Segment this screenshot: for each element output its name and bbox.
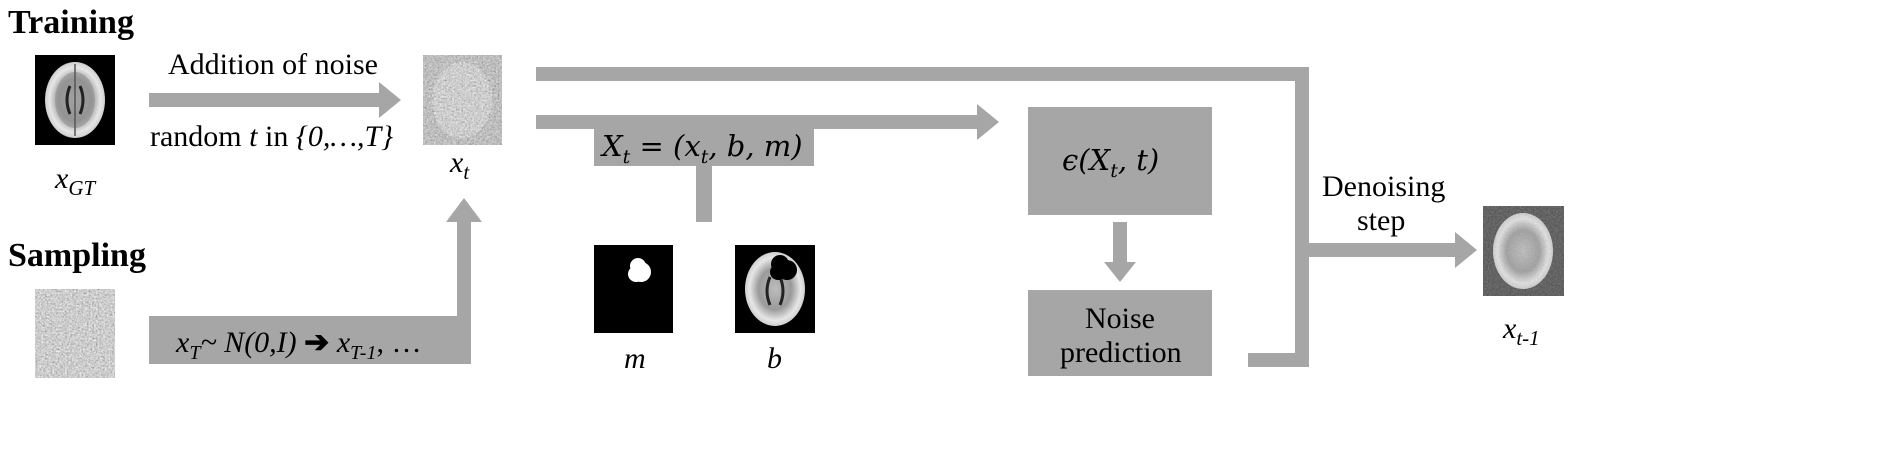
x-t-caption: xt bbox=[449, 146, 470, 184]
denoising-label-line2: step bbox=[1357, 204, 1405, 237]
model-epsilon: ϵ(Xt, t) bbox=[1062, 143, 1159, 182]
gaussian-noise-image bbox=[35, 289, 115, 378]
noise-addition-arrow bbox=[149, 82, 401, 118]
random-t-label: random t in {0,…,T} bbox=[150, 120, 393, 153]
b-caption: b bbox=[767, 342, 782, 375]
denoising-label-line1: Denoising bbox=[1322, 170, 1445, 203]
x-gt-caption: xGT bbox=[54, 162, 96, 200]
noise-prediction-line2: prediction bbox=[1060, 336, 1182, 369]
tumor-mask-image bbox=[594, 245, 673, 333]
noise-addition-label: Addition of noise bbox=[168, 48, 378, 81]
x-t-minus-1-caption: xt-1 bbox=[1502, 312, 1540, 350]
noise-prediction-line1: Noise bbox=[1085, 302, 1155, 335]
training-heading: Training bbox=[8, 4, 134, 41]
m-caption: m bbox=[624, 342, 646, 375]
denoised-brain-image bbox=[1483, 206, 1564, 296]
noisy-brain-image bbox=[423, 55, 502, 145]
skip-connection-arrow bbox=[536, 67, 1477, 367]
sampling-heading: Sampling bbox=[8, 237, 146, 274]
brain-mri-image bbox=[35, 55, 115, 145]
model-box bbox=[1028, 107, 1212, 215]
input-equation: Xt = (xt, b, m) bbox=[600, 129, 803, 168]
noise-prediction-box bbox=[1028, 290, 1212, 376]
sampling-arrow bbox=[149, 198, 482, 364]
masked-brain-image bbox=[735, 245, 815, 333]
model-to-prediction-arrow bbox=[1104, 222, 1136, 282]
input-equation-box bbox=[594, 124, 814, 222]
sampling-equation: xT~ N(0,I) ➔ xT-1, … bbox=[175, 326, 421, 364]
